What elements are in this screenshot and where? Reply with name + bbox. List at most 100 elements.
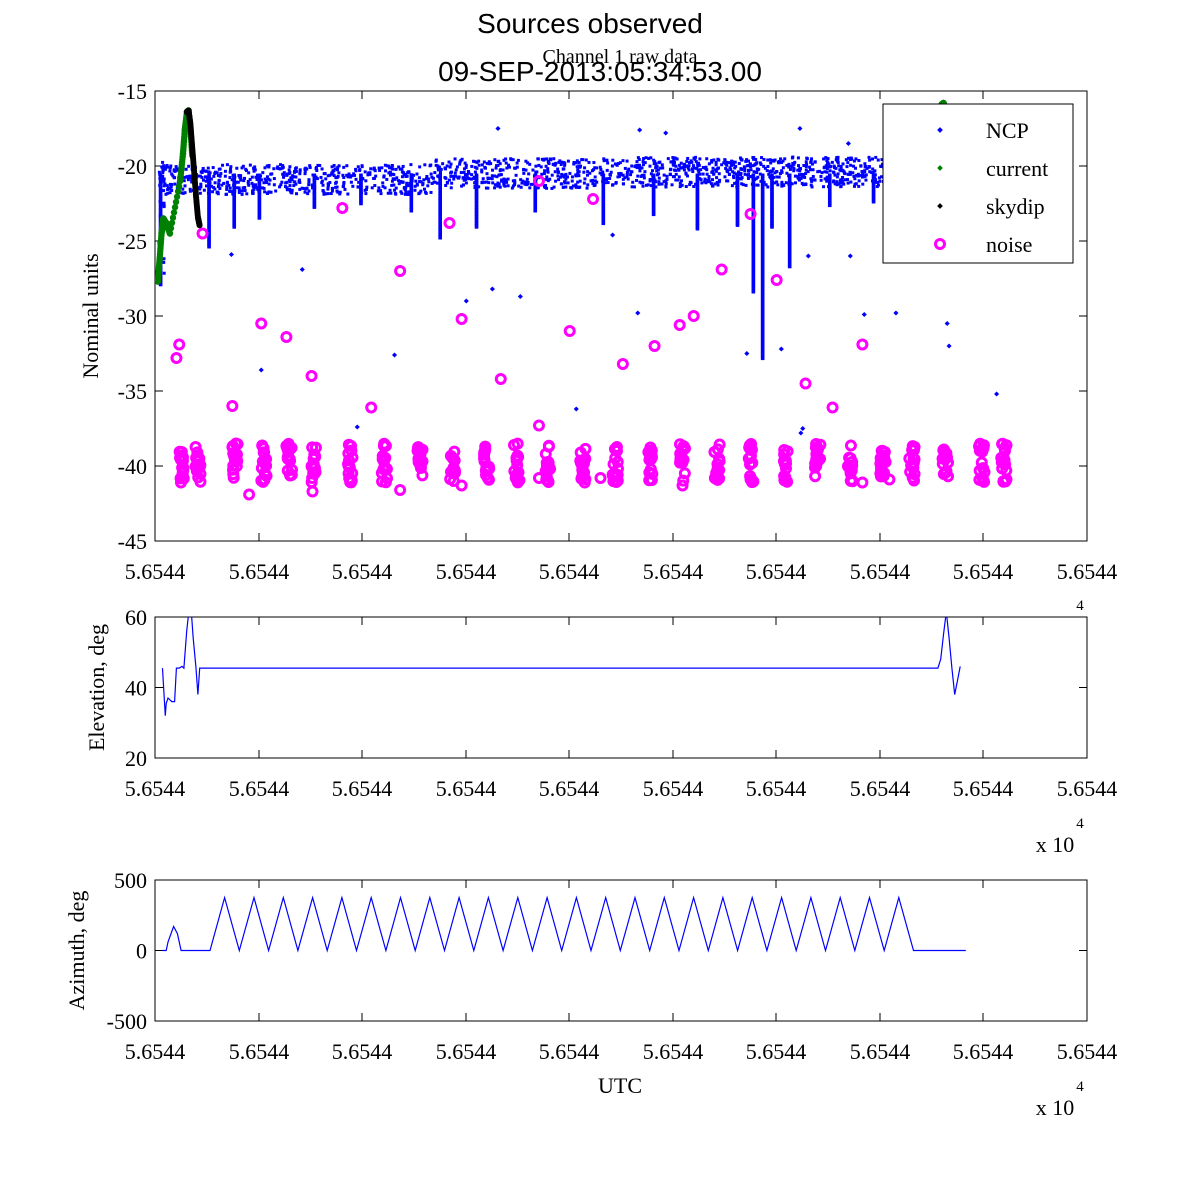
ncp-point bbox=[804, 171, 808, 175]
ncp-point bbox=[379, 192, 383, 196]
noise-point bbox=[676, 479, 689, 492]
ncp-point bbox=[232, 205, 237, 209]
ncp-point bbox=[811, 168, 815, 172]
ncp-point bbox=[315, 177, 319, 181]
ncp-point bbox=[474, 175, 479, 179]
ncp-point bbox=[533, 198, 538, 202]
ncp-point bbox=[474, 191, 479, 195]
ncp-point bbox=[294, 175, 298, 179]
ncp-point bbox=[760, 220, 765, 224]
ncp-point bbox=[871, 195, 876, 199]
ncp-point bbox=[385, 164, 389, 168]
ncp-point bbox=[388, 173, 392, 177]
ncp-point bbox=[635, 166, 639, 170]
ncp-point bbox=[601, 175, 606, 179]
ncp-point bbox=[199, 170, 203, 174]
ncp-point bbox=[207, 225, 211, 229]
x-exponent-label: x 10 bbox=[1036, 832, 1075, 857]
ncp-point bbox=[630, 164, 634, 168]
ncp-point bbox=[257, 196, 262, 200]
ncp-point bbox=[312, 178, 317, 182]
noise-point bbox=[196, 227, 209, 240]
ncp-point bbox=[162, 164, 166, 168]
ncp-point bbox=[291, 174, 295, 178]
ncp-point bbox=[760, 193, 765, 197]
ncp-point bbox=[225, 187, 229, 191]
ncp-point bbox=[292, 184, 296, 188]
ncp-point bbox=[695, 205, 700, 209]
ncp-point bbox=[282, 171, 286, 175]
legend-marker bbox=[937, 127, 943, 133]
ncp-point bbox=[207, 234, 211, 238]
x-tick-label: 5.6544 bbox=[229, 1039, 290, 1064]
ncp-point bbox=[390, 179, 394, 183]
ncp-point bbox=[672, 163, 676, 167]
ncp-point bbox=[498, 185, 502, 189]
ncp-point bbox=[505, 166, 509, 170]
ncp-point bbox=[379, 189, 383, 193]
ncp-point bbox=[760, 261, 765, 265]
ncp-point bbox=[804, 168, 808, 172]
x-exponent-label: x 10 bbox=[1036, 1095, 1075, 1120]
ncp-point bbox=[167, 187, 171, 191]
ncp-point bbox=[651, 173, 656, 177]
ncp-point bbox=[751, 173, 756, 177]
ncp-point bbox=[314, 166, 318, 170]
ncp-point bbox=[735, 214, 740, 218]
x-tick-label: 5.6544 bbox=[850, 559, 911, 584]
ncp-point bbox=[760, 209, 765, 213]
ncp-point bbox=[732, 162, 736, 166]
ncp-point bbox=[635, 160, 639, 164]
ncp-point bbox=[787, 243, 792, 247]
ncp-point bbox=[515, 161, 519, 165]
ncp-point bbox=[841, 162, 845, 166]
ncp-point bbox=[453, 157, 457, 161]
ncp-point bbox=[781, 166, 785, 170]
ncp-point bbox=[161, 171, 165, 175]
ncp-point bbox=[643, 161, 647, 165]
ncp-point bbox=[695, 225, 700, 229]
ncp-point bbox=[751, 245, 756, 249]
ncp-point bbox=[347, 172, 351, 176]
ncp-point bbox=[307, 189, 311, 193]
noise-point bbox=[998, 444, 1011, 457]
ncp-point bbox=[513, 181, 517, 185]
ncp-point bbox=[651, 211, 656, 215]
ncp-point bbox=[556, 167, 560, 171]
ncp-point bbox=[740, 182, 744, 186]
ncp-point bbox=[695, 220, 700, 224]
y-tick-label: 40 bbox=[125, 676, 147, 701]
ncp-point bbox=[760, 315, 765, 319]
noise-point bbox=[280, 331, 293, 343]
ncp-point bbox=[438, 191, 442, 195]
ncp-point bbox=[664, 181, 668, 185]
ncp-point bbox=[243, 185, 247, 189]
ncp-point bbox=[158, 183, 162, 187]
ncp-point bbox=[473, 170, 477, 174]
ncp-point bbox=[159, 202, 163, 206]
ncp-point bbox=[760, 156, 764, 160]
ncp-point bbox=[710, 159, 714, 163]
ncp-point bbox=[871, 200, 876, 204]
noise-point bbox=[878, 451, 891, 464]
ncp-point bbox=[648, 179, 652, 183]
ncp-point bbox=[326, 192, 330, 196]
ncp-point bbox=[752, 157, 756, 161]
ncp-point bbox=[760, 247, 765, 251]
ncp-point bbox=[871, 191, 876, 195]
noise-point bbox=[346, 451, 359, 464]
ncp-point bbox=[474, 178, 479, 182]
ncp-point bbox=[760, 286, 765, 290]
ncp-point bbox=[158, 204, 163, 208]
ncp-point bbox=[409, 175, 414, 179]
ncp-point bbox=[564, 172, 568, 176]
ncp-point bbox=[669, 167, 673, 171]
ncp-point bbox=[496, 160, 500, 164]
ncp-point bbox=[259, 178, 263, 182]
ncp-point bbox=[751, 218, 756, 222]
ncp-point bbox=[207, 238, 211, 242]
ncp-point bbox=[223, 169, 227, 173]
ncp-point bbox=[251, 189, 255, 193]
ncp-point bbox=[870, 171, 874, 175]
